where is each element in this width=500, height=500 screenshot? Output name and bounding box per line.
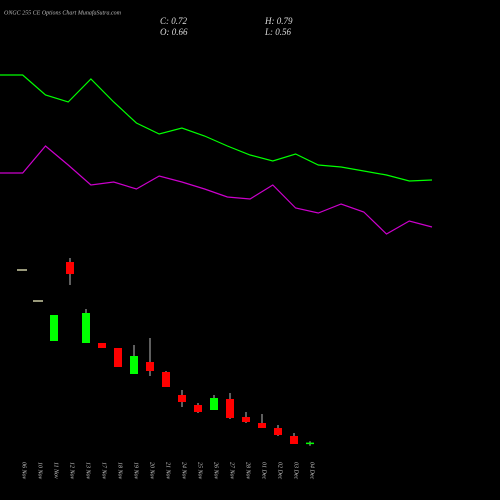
x-tick-label: 26 Nov bbox=[213, 462, 219, 480]
low-label: L: 0.56 bbox=[264, 27, 292, 37]
x-tick-label: 11 Nov bbox=[53, 462, 59, 479]
x-tick-label: 02 Dec bbox=[277, 462, 283, 479]
candle-body bbox=[50, 315, 58, 341]
candle-body bbox=[98, 343, 106, 348]
candle-body bbox=[226, 399, 234, 418]
candle-body bbox=[242, 417, 250, 422]
high-label: H: 0.79 bbox=[264, 16, 293, 26]
x-tick-label: 13 Nov bbox=[85, 462, 91, 480]
x-tick-label: 24 Nov bbox=[181, 462, 188, 480]
candle-body bbox=[194, 405, 202, 412]
candle-body bbox=[290, 436, 298, 444]
x-tick-label: 27 Nov bbox=[229, 462, 235, 480]
x-tick-label: 17 Nov bbox=[101, 462, 107, 480]
candle-body bbox=[306, 442, 314, 445]
candle-body bbox=[114, 348, 122, 367]
x-tick-label: 28 Nov bbox=[245, 462, 251, 480]
x-tick-label: 01 Dec bbox=[261, 462, 267, 479]
x-tick-label: 12 Nov bbox=[69, 462, 75, 480]
candle-body bbox=[178, 395, 186, 402]
average-line bbox=[0, 74, 433, 182]
x-tick-label: 04 Dec bbox=[309, 462, 316, 479]
x-tick-label: 03 Dec bbox=[293, 462, 299, 479]
candle-body bbox=[66, 262, 74, 274]
candle-body bbox=[130, 356, 138, 374]
x-tick-label: 25 Nov bbox=[197, 462, 203, 480]
candle-body bbox=[258, 423, 266, 428]
average-line bbox=[0, 145, 433, 235]
x-tick-label: 06 Nov bbox=[21, 462, 27, 480]
chart-title: ONGC 255 CE Options Chart MunafaSutra.co… bbox=[4, 9, 122, 16]
candle-body bbox=[274, 428, 282, 435]
x-tick-label: 21 Nov bbox=[165, 462, 171, 480]
x-tick-label: 10 Nov bbox=[37, 462, 43, 480]
candle-body bbox=[210, 398, 218, 410]
candle-body bbox=[82, 313, 90, 343]
x-tick-label: 19 Nov bbox=[133, 462, 139, 480]
close-label: C: 0.72 bbox=[160, 16, 188, 26]
x-tick-label: 20 Nov bbox=[149, 462, 155, 480]
candle-body bbox=[146, 362, 154, 371]
open-label: O: 0.66 bbox=[160, 27, 188, 37]
candle-body bbox=[162, 372, 170, 387]
x-tick-label: 18 Nov bbox=[117, 462, 123, 480]
